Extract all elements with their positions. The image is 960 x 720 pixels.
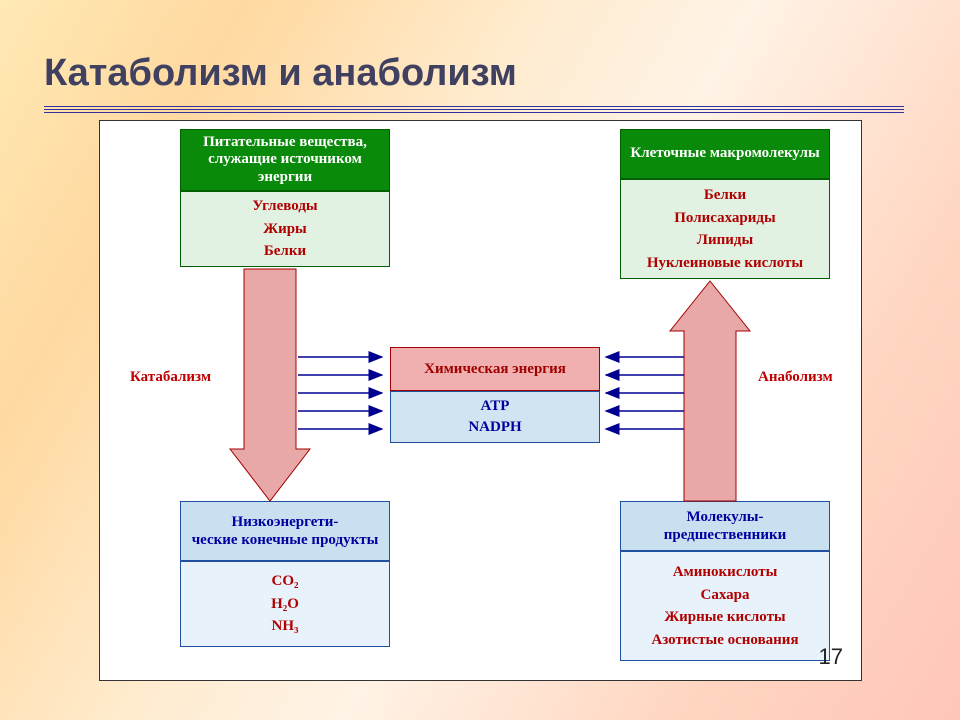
nutrients-head: Питательные вещества, служащие источнико… [180,129,390,191]
products-body: CO₂ H₂O NH₃ [180,561,390,647]
energy-arrows-right [600,351,692,441]
precursors-body: Аминокислоты Сахара Жирные кислоты Азоти… [620,551,830,661]
chemical-energy-box: Химическая энергия [390,347,600,391]
page-title: Катаболизм и анаболизм [44,52,517,95]
atp-nadph-box: ATP NADPH [390,391,600,443]
page-number: 17 [819,644,843,670]
precursors-head: Молекулы- предшественники [620,501,830,551]
products-head: Низкоэнергети- ческие конечные продукты [180,501,390,561]
title-rule [44,106,904,112]
macromolecules-body: Белки Полисахариды Липиды Нуклеиновые ки… [620,179,830,279]
anabolism-label: Анаболизм [758,369,833,386]
slide: Катаболизм и анаболизм Питательные вещес… [0,0,960,720]
catabolism-label: Катабализм [130,369,211,386]
nutrients-body: Углеводы Жиры Белки [180,191,390,267]
metabolism-diagram: Питательные вещества, служащие источнико… [99,120,862,681]
energy-arrows-left [298,351,390,441]
macromolecules-head: Клеточные макромолекулы [620,129,830,179]
